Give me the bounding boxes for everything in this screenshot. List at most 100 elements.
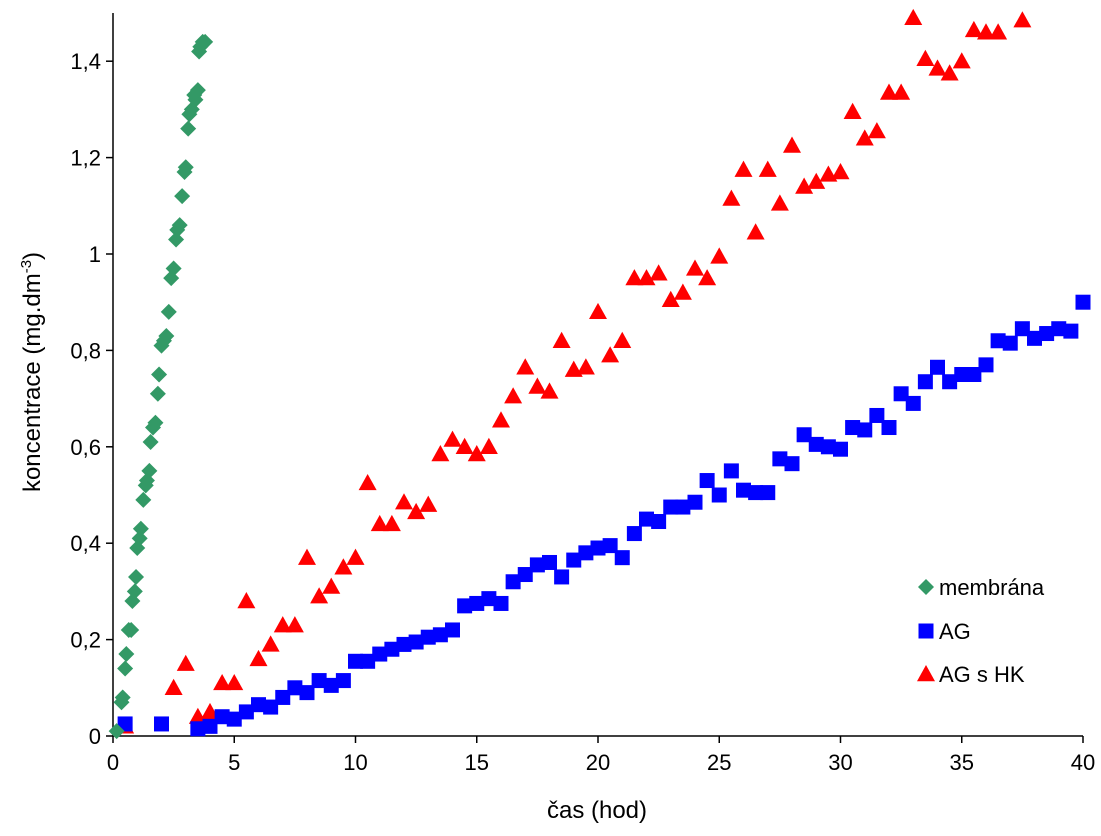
data-point (177, 159, 194, 176)
data-point (141, 462, 158, 479)
data-point (905, 395, 921, 411)
data-point (881, 420, 897, 436)
legend-marker (917, 665, 935, 682)
data-point (372, 646, 388, 662)
data-point (869, 407, 885, 423)
series-layer (108, 8, 1091, 740)
data-point (770, 194, 789, 211)
data-point (132, 520, 149, 537)
data-point (590, 540, 606, 556)
legend-label: AG (939, 619, 971, 644)
data-point (1002, 335, 1018, 351)
y-tick-label: 1 (89, 242, 101, 267)
data-point (396, 636, 412, 652)
data-point (857, 422, 873, 438)
data-point (334, 558, 353, 575)
y-axis-title-end: ) (19, 252, 46, 260)
data-point (928, 59, 947, 76)
data-point (251, 697, 266, 713)
data-point (479, 437, 498, 454)
data-point (772, 451, 788, 467)
data-point (310, 587, 329, 604)
data-point (142, 433, 159, 450)
y-tick-label: 0,8 (70, 338, 101, 363)
data-point (1075, 294, 1091, 310)
data-point (637, 269, 656, 286)
data-point (154, 716, 169, 732)
x-tick-label: 40 (1071, 750, 1095, 775)
data-point (114, 689, 131, 706)
data-point (168, 231, 185, 248)
data-point (202, 718, 218, 734)
data-point (108, 723, 125, 740)
data-point (964, 20, 983, 38)
data-point (977, 23, 995, 40)
y-tick-label: 0 (89, 724, 101, 749)
data-point (796, 427, 812, 443)
data-point (176, 654, 195, 671)
data-point (831, 163, 850, 180)
data-point (455, 437, 474, 454)
data-point (237, 592, 256, 609)
data-point (358, 473, 377, 491)
data-point (147, 414, 164, 431)
data-point (795, 177, 814, 194)
data-point (407, 502, 426, 520)
data-point (123, 621, 140, 638)
data-point (126, 583, 143, 600)
data-point (613, 331, 632, 348)
y-ticks: 0 0,2 0,4 0,6 0,8 1 1,2 1,4 (70, 49, 113, 749)
data-point (431, 445, 450, 462)
x-tick-label: 5 (228, 750, 240, 775)
data-point (784, 456, 800, 472)
data-point (213, 673, 232, 691)
data-point (528, 377, 547, 394)
data-point (940, 64, 959, 81)
data-point (467, 445, 486, 462)
data-point (273, 616, 292, 633)
data-point (493, 595, 509, 611)
x-tick-label: 0 (107, 750, 119, 775)
data-point (722, 189, 741, 206)
data-point (171, 217, 188, 234)
data-point (226, 711, 242, 727)
data-point (892, 83, 911, 100)
data-point (299, 685, 315, 701)
data-point (746, 223, 765, 240)
data-point (578, 545, 594, 561)
data-point (686, 259, 704, 276)
data-point (188, 707, 207, 724)
data-point (420, 629, 436, 645)
x-axis-title: čas (hod) (547, 797, 647, 824)
data-point (576, 358, 595, 375)
data-point (930, 359, 945, 375)
data-point (469, 595, 485, 611)
data-point (445, 622, 460, 638)
data-point (287, 680, 303, 696)
data-point (1051, 321, 1067, 337)
data-point (723, 463, 739, 479)
data-point (966, 367, 982, 382)
data-point (942, 374, 958, 390)
data-point (382, 514, 401, 532)
data-point (843, 102, 862, 120)
data-point (783, 136, 801, 153)
data-point (322, 577, 341, 594)
data-point (492, 411, 510, 428)
data-point (711, 487, 727, 503)
legend-label: membrána (939, 575, 1045, 600)
data-point (978, 357, 994, 373)
data-point (625, 269, 644, 286)
y-tick-label: 0,2 (70, 628, 101, 653)
data-point (190, 721, 206, 737)
data-point (335, 673, 351, 689)
data-point (758, 160, 777, 177)
y-axis-title-main: koncentrace (mg.dm (19, 273, 46, 492)
data-point (419, 495, 438, 512)
data-point (298, 548, 316, 565)
x-tick-label: 20 (586, 750, 610, 775)
y-tick-label: 0,4 (70, 531, 101, 556)
series-triangle (116, 8, 1032, 734)
data-point (807, 172, 826, 189)
data-point (601, 346, 620, 363)
